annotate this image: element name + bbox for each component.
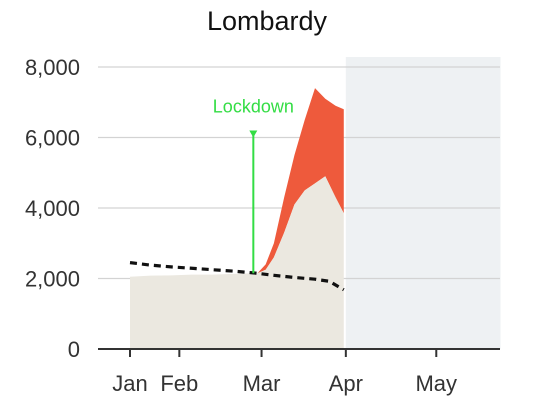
chart-title: Lombardy: [206, 6, 328, 36]
x-tick-label: Feb: [160, 371, 198, 396]
observed-deaths-area: [130, 176, 344, 349]
y-tick-label: 6,000: [25, 126, 80, 151]
y-tick-label: 4,000: [25, 196, 80, 221]
expected-deaths-line: [129, 261, 345, 292]
y-tick-label: 0: [68, 337, 80, 362]
x-tick-label: Mar: [243, 371, 281, 396]
x-tick-label: May: [415, 371, 457, 396]
future-shaded-region: [345, 57, 501, 349]
y-tick-label: 2,000: [25, 267, 80, 292]
excess-deaths-area: [257, 88, 344, 274]
lockdown-label: Lockdown: [213, 96, 294, 116]
x-tick-label: Apr: [329, 371, 363, 396]
lockdown-marker-arrow: [249, 130, 258, 138]
y-tick-label: 8,000: [25, 55, 80, 80]
x-tick-label: Jan: [112, 371, 147, 396]
